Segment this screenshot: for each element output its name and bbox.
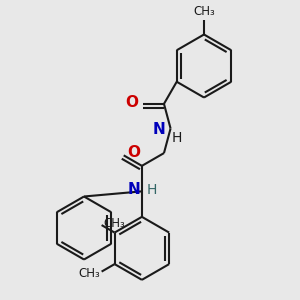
Text: N: N: [152, 122, 165, 137]
Text: CH₃: CH₃: [193, 5, 215, 18]
Text: H: H: [146, 183, 157, 197]
Text: O: O: [127, 145, 140, 160]
Text: CH₃: CH₃: [78, 267, 100, 280]
Text: H: H: [172, 131, 182, 146]
Text: CH₃: CH₃: [103, 217, 125, 230]
Text: N: N: [128, 182, 140, 197]
Text: O: O: [125, 95, 139, 110]
